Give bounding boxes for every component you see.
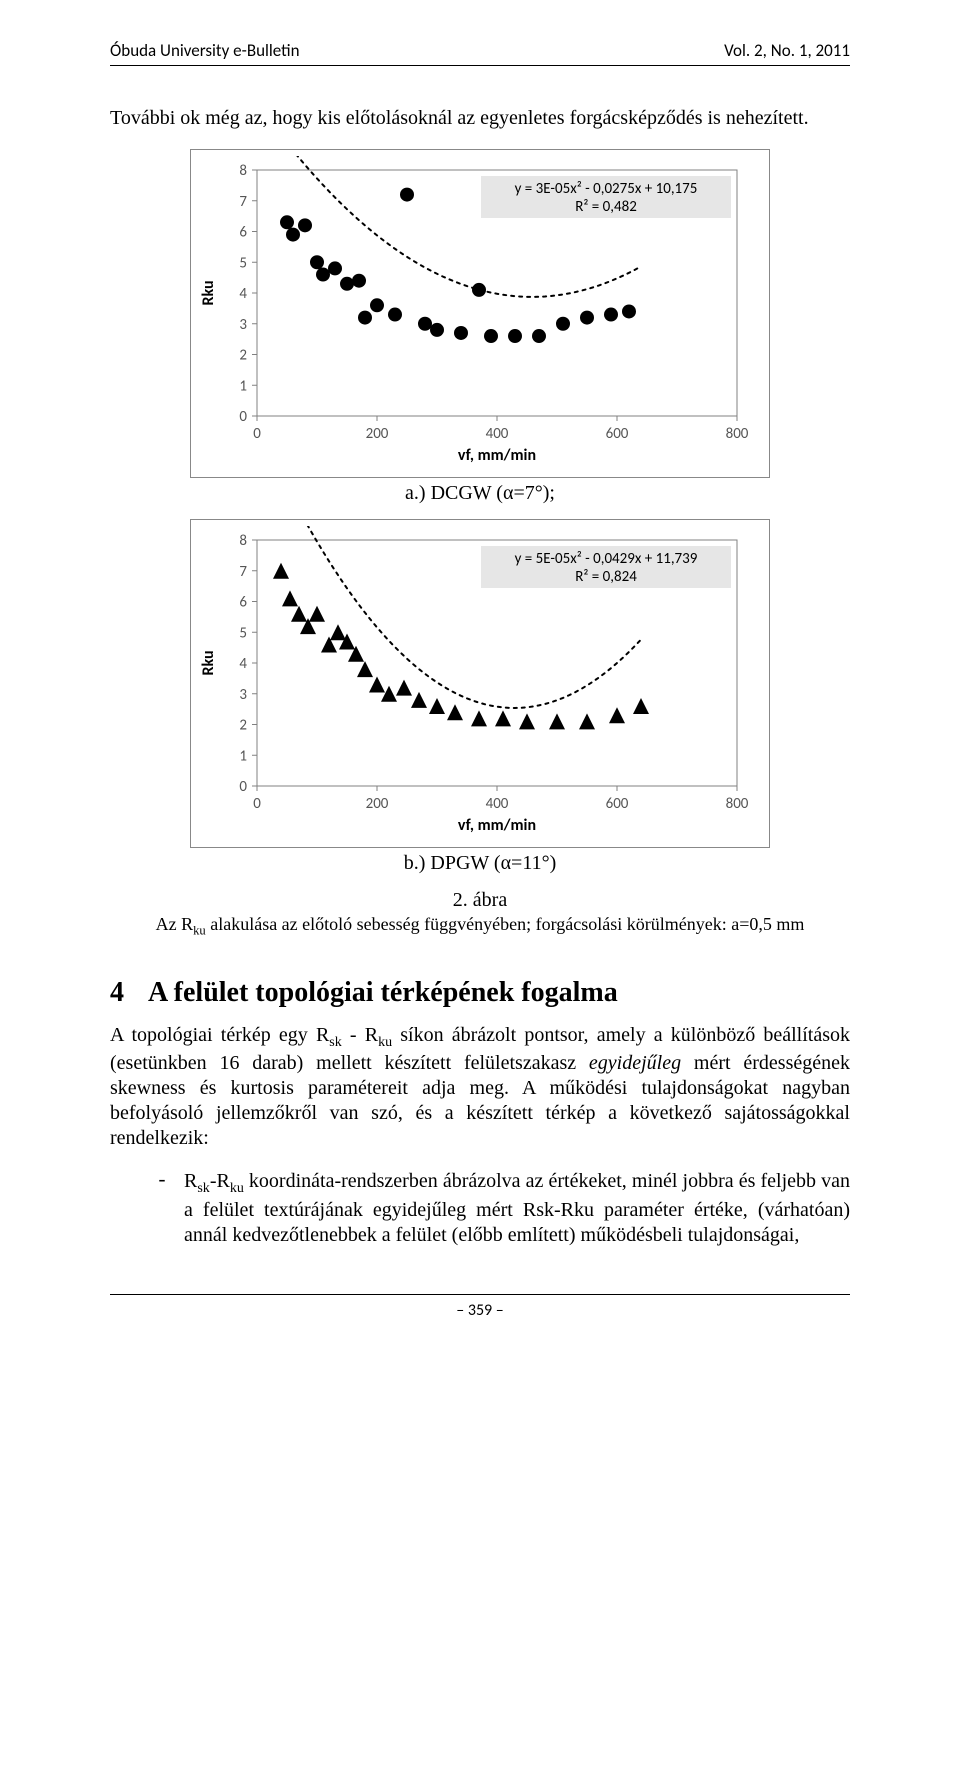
svg-text:3: 3 <box>239 686 247 704</box>
page: Óbuda University e-Bulletin Vol. 2, No. … <box>0 0 960 1360</box>
svg-text:8: 8 <box>239 162 247 180</box>
svg-text:200: 200 <box>366 425 389 443</box>
figure-number: 2. ábra <box>110 889 850 912</box>
figure-desc-sub: ku <box>193 924 206 938</box>
page-header: Óbuda University e-Bulletin Vol. 2, No. … <box>110 40 850 61</box>
svg-text:8: 8 <box>239 532 247 550</box>
section-number: 4 <box>110 977 124 1009</box>
svg-text:y = 3E-05x² - 0,0275x + 10,175: y = 3E-05x² - 0,0275x + 10,175 <box>515 180 698 198</box>
svg-text:2: 2 <box>239 717 247 735</box>
svg-text:600: 600 <box>606 795 629 813</box>
chart-a-caption: a.) DCGW (α=7°); <box>110 482 850 505</box>
bullet-dash: - <box>156 1169 168 1194</box>
bullet-sub1: sk <box>197 1181 209 1196</box>
para2-sub2: ku <box>378 1035 392 1050</box>
svg-text:Rku: Rku <box>199 650 218 675</box>
bullet-rest: koordináta-rendszerben ábrázolva az érté… <box>184 1170 850 1246</box>
section-paragraph: A topológiai térkép egy Rsk - Rku síkon … <box>110 1023 850 1152</box>
svg-text:7: 7 <box>239 563 247 581</box>
svg-text:R² = 0,482: R² = 0,482 <box>575 198 637 216</box>
svg-text:6: 6 <box>239 594 247 612</box>
header-right: Vol. 2, No. 1, 2011 <box>724 40 850 61</box>
para2-pre: A topológiai térkép egy R <box>110 1024 329 1046</box>
svg-text:0: 0 <box>239 408 247 426</box>
para2-em: egyidejűleg <box>589 1052 681 1074</box>
svg-text:200: 200 <box>366 795 389 813</box>
svg-text:1: 1 <box>239 377 247 395</box>
svg-text:Rku: Rku <box>199 280 218 305</box>
chart-b-frame: 0 1 2 3 4 5 6 7 8 0 200 400 600 800 vf, mm/min Rku y = 5… <box>190 519 770 848</box>
para2-mid1: - R <box>342 1024 378 1046</box>
svg-text:0: 0 <box>253 795 261 813</box>
svg-text:6: 6 <box>239 224 247 242</box>
chart-b: 0 1 2 3 4 5 6 7 8 0 200 400 600 800 vf, mm/min Rku y = 5… <box>197 526 757 836</box>
svg-text:800: 800 <box>726 425 749 443</box>
svg-text:y = 5E-05x² - 0,0429x + 11,739: y = 5E-05x² - 0,0429x + 11,739 <box>515 550 698 568</box>
svg-text:2: 2 <box>239 347 247 365</box>
svg-text:0: 0 <box>253 425 261 443</box>
svg-text:5: 5 <box>239 624 247 642</box>
chart-b-caption-text: b.) DPGW (α=11°) <box>404 852 557 874</box>
svg-text:7: 7 <box>239 193 247 211</box>
footer-page-number: – 359 – <box>110 1301 850 1320</box>
chart-b-caption: b.) DPGW (α=11°) <box>110 852 850 875</box>
svg-text:600: 600 <box>606 425 629 443</box>
header-left: Óbuda University e-Bulletin <box>110 40 300 61</box>
bullet-text: Rsk-Rku koordináta-rendszerben ábrázolva… <box>184 1169 850 1248</box>
svg-text:vf, mm/min: vf, mm/min <box>458 816 536 835</box>
svg-text:R² = 0,824: R² = 0,824 <box>575 568 637 586</box>
footer-rule <box>110 1294 850 1295</box>
bullet-item: - Rsk-Rku koordináta-rendszerben ábrázol… <box>156 1169 850 1248</box>
chart-a-block: 0 1 2 3 4 5 6 7 8 0 200 400 600 800 vf, mm/min Rku y = 3… <box>110 149 850 478</box>
section-title: A felület topológiai térképének fogalma <box>148 977 618 1009</box>
chart-a: 0 1 2 3 4 5 6 7 8 0 200 400 600 800 vf, mm/min Rku y = 3… <box>197 156 757 466</box>
para2-sub1: sk <box>329 1035 341 1050</box>
figure-desc-pre: Az R <box>156 914 194 934</box>
bullet-pre: R <box>184 1170 197 1192</box>
svg-text:400: 400 <box>486 795 509 813</box>
svg-text:400: 400 <box>486 425 509 443</box>
chart-b-block: 0 1 2 3 4 5 6 7 8 0 200 400 600 800 vf, mm/min Rku y = 5… <box>110 519 850 848</box>
header-rule <box>110 65 850 66</box>
svg-text:vf, mm/min: vf, mm/min <box>458 446 536 465</box>
svg-text:3: 3 <box>239 316 247 334</box>
svg-text:800: 800 <box>726 795 749 813</box>
svg-text:4: 4 <box>239 655 247 673</box>
section-heading: 4 A felület topológiai térképének fogalm… <box>110 977 850 1009</box>
svg-text:1: 1 <box>239 747 247 765</box>
chart-a-frame: 0 1 2 3 4 5 6 7 8 0 200 400 600 800 vf, mm/min Rku y = 3… <box>190 149 770 478</box>
svg-text:0: 0 <box>239 778 247 796</box>
intro-paragraph: További ok még az, hogy kis előtolásokná… <box>110 106 850 131</box>
figure-desc: Az Rku alakulása az előtoló sebesség füg… <box>110 914 850 939</box>
bullet-sub2: ku <box>230 1181 244 1196</box>
bullet-mid1: -R <box>210 1170 230 1192</box>
chart-a-caption-text: a.) DCGW (α=7°); <box>405 482 555 504</box>
svg-text:5: 5 <box>239 254 247 272</box>
svg-text:4: 4 <box>239 285 247 303</box>
figure-desc-post: alakulása az előtoló sebesség függvényéb… <box>206 914 805 934</box>
